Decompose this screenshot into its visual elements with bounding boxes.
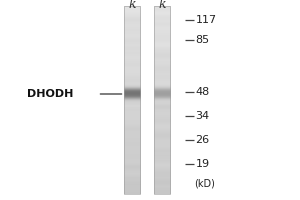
Text: k: k — [158, 0, 166, 11]
Text: k: k — [128, 0, 136, 11]
Bar — [154, 6, 170, 194]
Text: 85: 85 — [196, 35, 210, 45]
Text: 48: 48 — [196, 87, 210, 97]
Bar — [124, 6, 140, 194]
Text: 117: 117 — [196, 15, 217, 25]
Text: 19: 19 — [196, 159, 210, 169]
Text: 34: 34 — [196, 111, 210, 121]
Text: DHODH: DHODH — [27, 89, 74, 99]
Text: (kD): (kD) — [194, 178, 215, 188]
Text: 26: 26 — [196, 135, 210, 145]
